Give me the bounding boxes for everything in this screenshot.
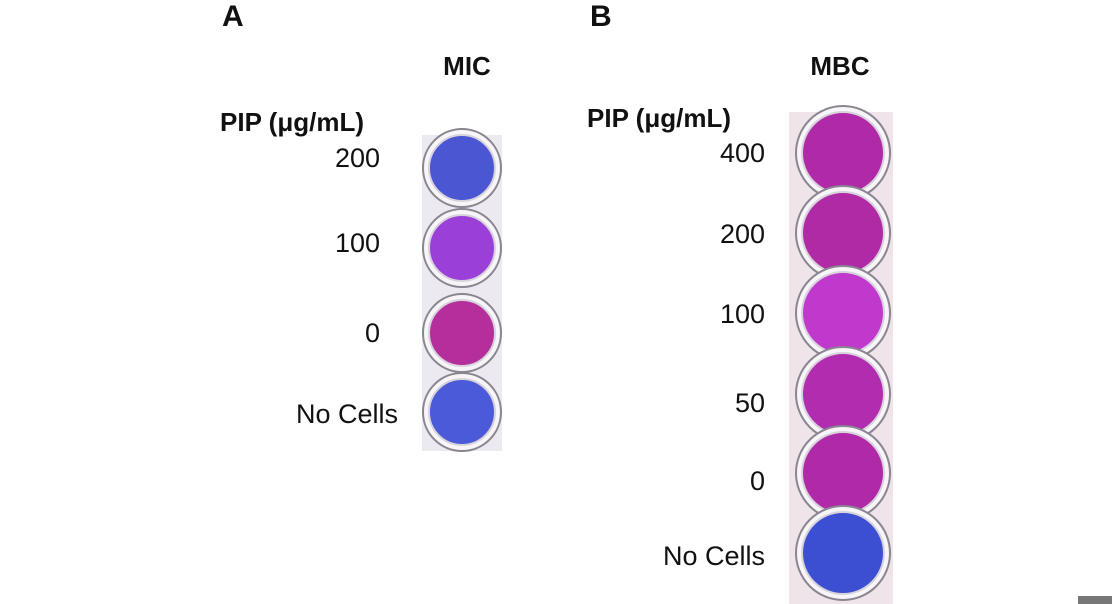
panel-letter: B — [590, 0, 612, 33]
well — [428, 299, 496, 367]
well-label: No Cells — [663, 541, 765, 571]
well — [428, 214, 496, 282]
well-label: 200 — [720, 219, 765, 249]
well-label: 0 — [750, 466, 765, 496]
well-label: No Cells — [296, 399, 398, 429]
panel-title: MIC — [443, 51, 491, 81]
panel-letter: A — [222, 0, 244, 33]
well — [801, 191, 885, 275]
well-label: 100 — [720, 299, 765, 329]
well — [801, 431, 885, 515]
axis-label: PIP (μg/mL) — [220, 107, 364, 137]
axis-label: PIP (μg/mL) — [587, 103, 731, 133]
well-label: 400 — [720, 138, 765, 168]
panel-title: MBC — [810, 51, 869, 81]
well — [428, 378, 496, 446]
well — [801, 271, 885, 355]
well — [801, 352, 885, 436]
well — [428, 134, 496, 202]
well-label: 100 — [335, 228, 380, 258]
well-label: 50 — [735, 388, 765, 418]
well-label: 200 — [335, 143, 380, 173]
well-label: 0 — [365, 318, 380, 348]
well — [801, 511, 885, 595]
corner-mark — [1078, 596, 1112, 604]
well — [801, 111, 885, 195]
